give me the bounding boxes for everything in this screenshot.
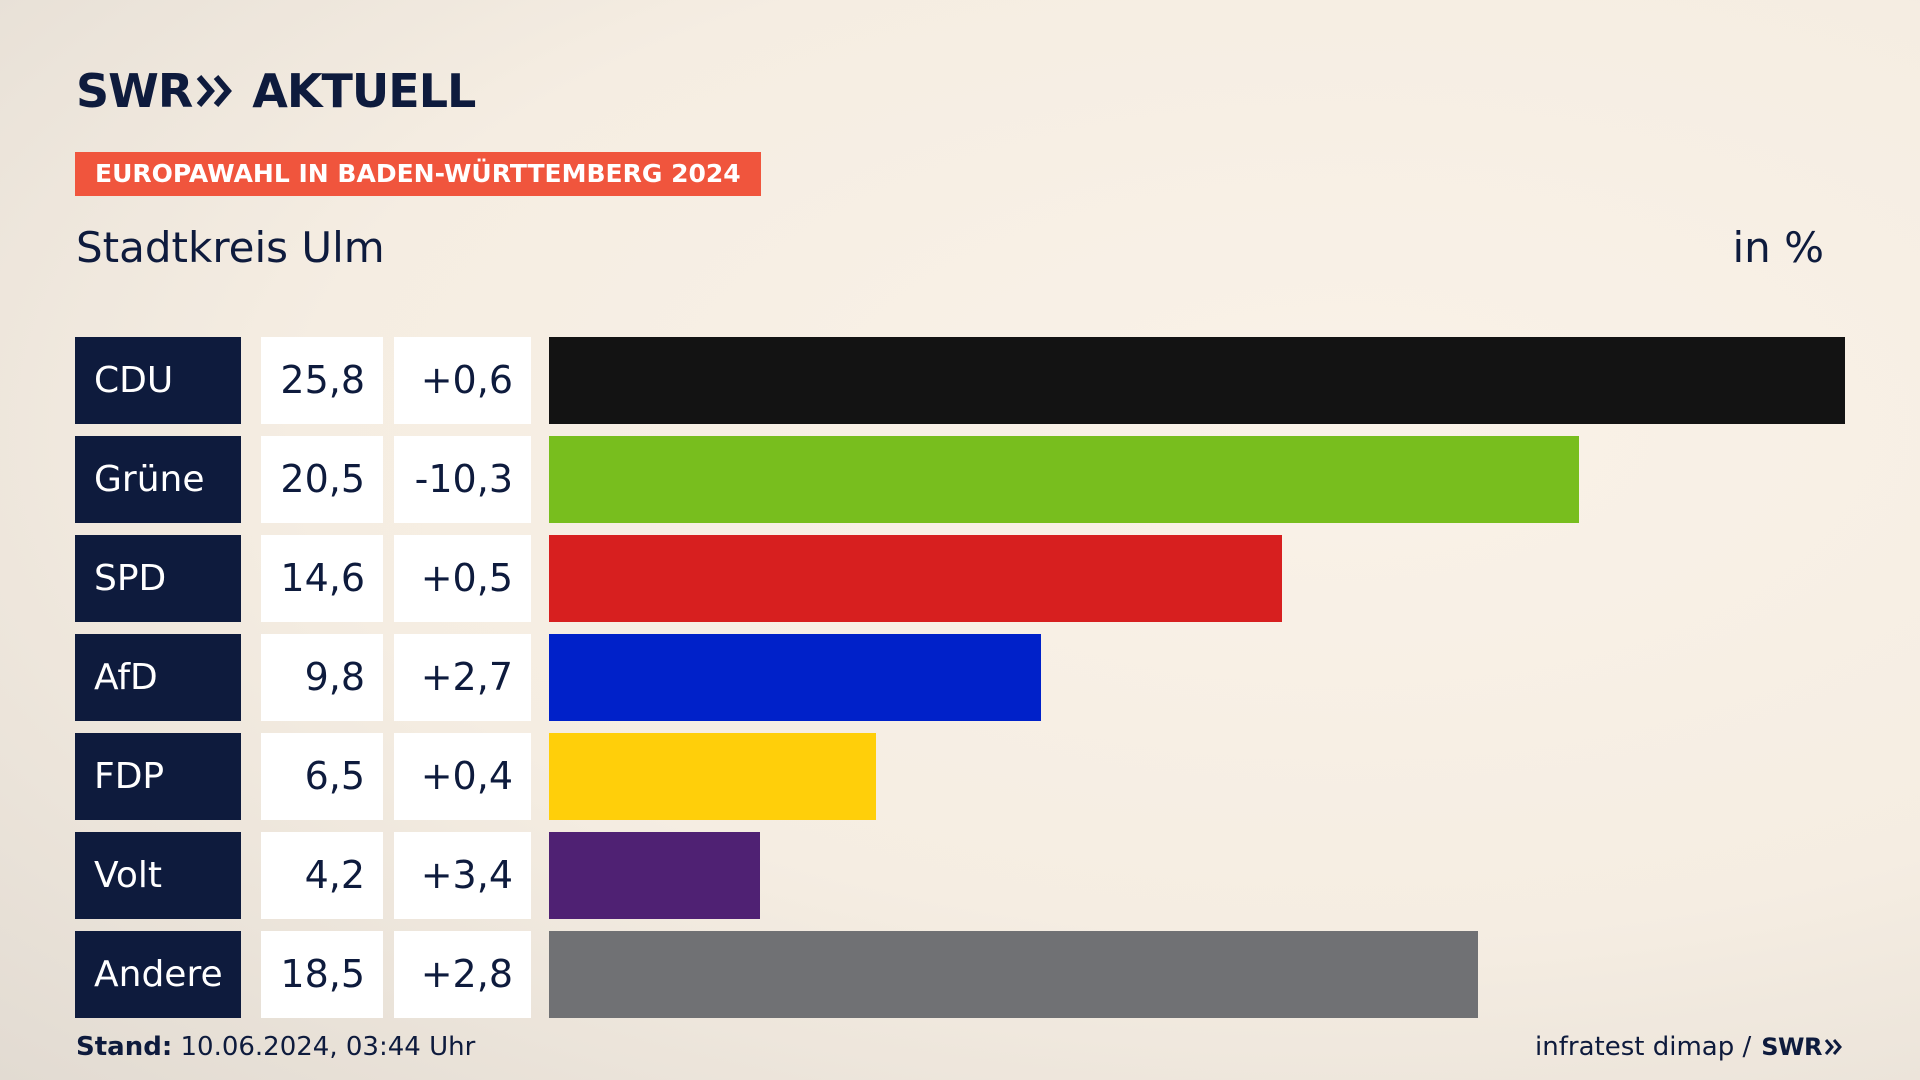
result-bar [549,436,1579,523]
chart-subtitle: Stadtkreis Ulm [76,223,385,272]
result-value: 14,6 [261,535,383,622]
party-label: FDP [75,733,241,820]
source-text: infratest dimap / [1535,1032,1752,1062]
logo-swr-text: SWR [76,64,193,118]
result-row: Grüne 20,5 -10,3 [0,436,1920,523]
party-label: SPD [75,535,241,622]
result-row: CDU 25,8 +0,6 [0,337,1920,424]
party-label: Andere [75,931,241,1018]
party-label: Grüne [75,436,241,523]
result-value: 9,8 [261,634,383,721]
party-label: AfD [75,634,241,721]
change-value: +0,4 [394,733,531,820]
change-value: +2,8 [394,931,531,1018]
change-value: -10,3 [394,436,531,523]
result-value: 6,5 [261,733,383,820]
party-label: CDU [75,337,241,424]
election-banner: EUROPAWAHL IN BADEN-WÜRTTEMBERG 2024 [75,152,761,196]
result-value: 4,2 [261,832,383,919]
footer-timestamp: Stand: 10.06.2024, 03:44 Uhr [76,1030,475,1064]
change-value: +3,4 [394,832,531,919]
swr-aktuell-logo: SWR AKTUELL [76,64,476,118]
result-bar [549,535,1282,622]
result-row: FDP 6,5 +0,4 [0,733,1920,820]
result-row: SPD 14,6 +0,5 [0,535,1920,622]
change-value: +2,7 [394,634,531,721]
result-value: 20,5 [261,436,383,523]
result-bar [549,733,876,820]
result-row: AfD 9,8 +2,7 [0,634,1920,721]
change-value: +0,6 [394,337,531,424]
change-value: +0,5 [394,535,531,622]
logo-aktuell-text: AKTUELL [252,64,476,118]
result-bar [549,832,760,919]
result-value: 25,8 [261,337,383,424]
double-chevron-icon [197,75,233,107]
footer-swr-logo: SWR [1761,1033,1822,1061]
party-label: Volt [75,832,241,919]
result-bar [549,634,1041,721]
stand-label: Stand: [76,1032,173,1062]
stand-value: 10.06.2024, 03:44 Uhr [180,1032,476,1062]
unit-label: in % [1732,223,1824,272]
result-bar [549,931,1478,1018]
result-row: Volt 4,2 +3,4 [0,832,1920,919]
result-row: Andere 18,5 +2,8 [0,931,1920,1018]
result-value: 18,5 [261,931,383,1018]
footer-source: infratest dimap / SWR [1535,1030,1844,1064]
footer-chevron-icon [1824,1039,1842,1055]
result-bar [549,337,1845,424]
